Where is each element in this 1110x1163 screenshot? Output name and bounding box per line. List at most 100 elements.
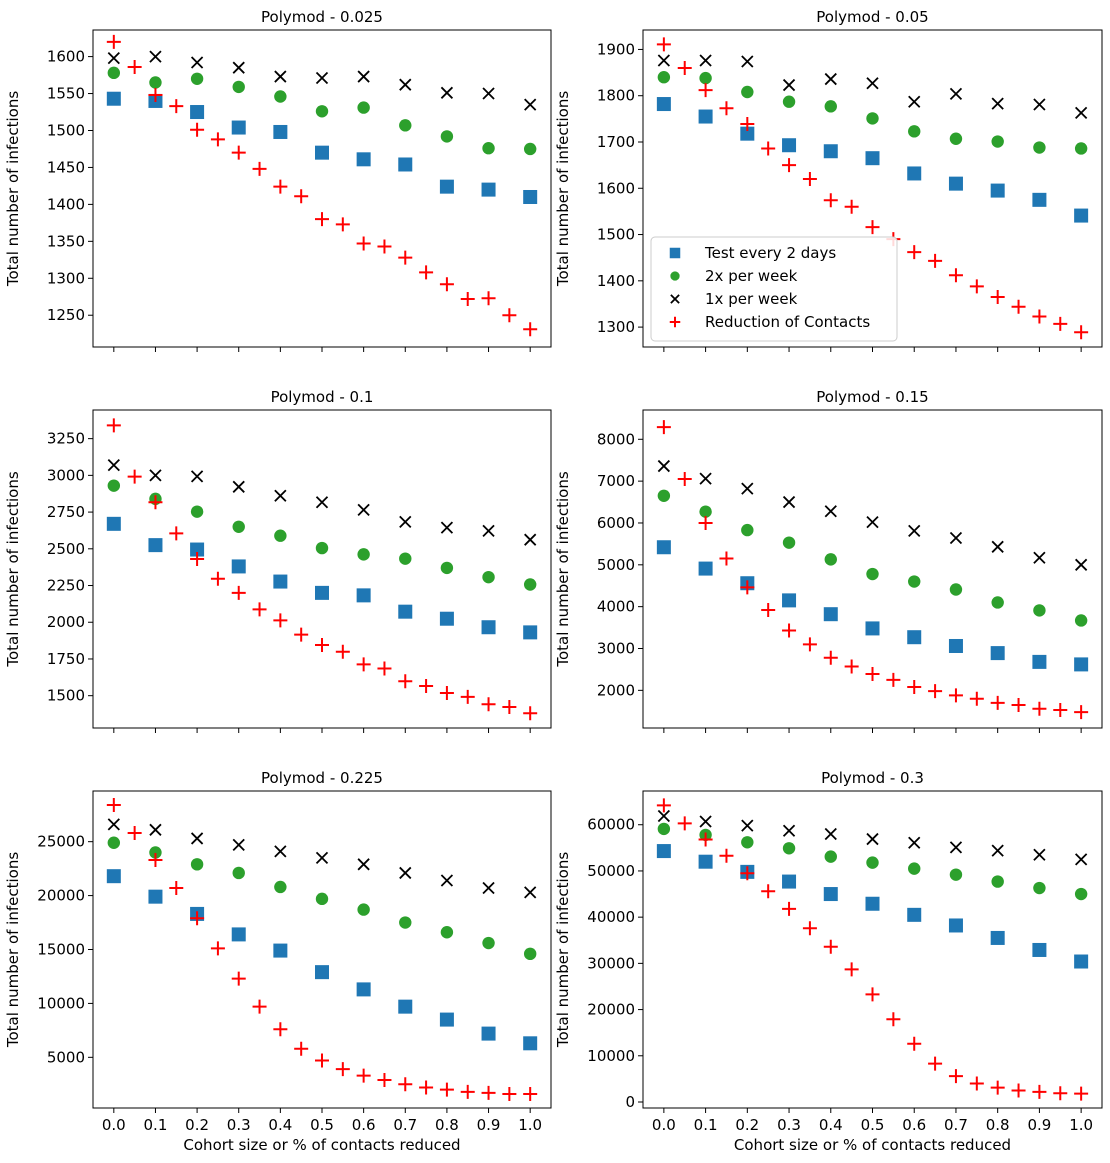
data-point-every2 xyxy=(782,874,797,889)
data-point-reduction xyxy=(127,59,142,74)
data-point-reduction xyxy=(969,279,984,294)
y-tick-label: 2500 xyxy=(47,540,85,558)
data-point-reduction xyxy=(377,239,392,254)
data-point-twice xyxy=(440,561,454,575)
series-twice xyxy=(657,489,1088,627)
data-point-twice xyxy=(440,130,454,143)
data-point-reduction xyxy=(315,212,329,227)
data-point-reduction xyxy=(907,245,922,260)
data-point-once xyxy=(949,531,963,545)
data-point-once xyxy=(399,866,412,880)
y-tick-label: 3000 xyxy=(597,640,635,658)
data-point-reduction xyxy=(844,659,859,674)
data-point-twice xyxy=(699,505,712,518)
data-point-every2 xyxy=(990,646,1005,661)
data-point-every2 xyxy=(523,189,538,204)
series-reduction xyxy=(106,34,538,337)
data-point-reduction xyxy=(273,1022,288,1037)
data-point-every2 xyxy=(481,620,496,635)
data-point-reduction xyxy=(1032,701,1047,716)
x-tick-label: 0.5 xyxy=(861,1116,885,1134)
y-tick-label: 1400 xyxy=(597,272,635,290)
data-point-twice xyxy=(274,529,287,542)
data-point-reduction xyxy=(294,627,309,642)
x-tick-label: 0.3 xyxy=(227,1116,251,1134)
data-point-reduction xyxy=(273,179,288,194)
y-tick-label: 6000 xyxy=(597,514,635,532)
data-point-once xyxy=(524,886,537,899)
data-point-once xyxy=(741,482,754,495)
plot-frame xyxy=(92,29,552,348)
data-point-reduction xyxy=(419,265,434,280)
y-tick-label: 1550 xyxy=(47,85,85,103)
data-point-once xyxy=(949,841,963,854)
data-point-every2 xyxy=(907,907,922,922)
data-point-twice xyxy=(315,541,329,555)
data-point-once xyxy=(440,874,454,887)
data-point-twice xyxy=(824,100,837,113)
data-point-twice xyxy=(824,553,837,566)
data-point-every2 xyxy=(698,109,713,124)
data-point-reduction xyxy=(719,551,734,566)
plot-frame xyxy=(642,409,1103,729)
data-point-reduction xyxy=(1011,299,1026,314)
x-tick-label: 0.4 xyxy=(268,1116,292,1134)
y-axis-title: Total number of infections xyxy=(554,852,572,1049)
data-point-twice xyxy=(866,567,879,581)
data-point-reduction xyxy=(928,253,943,268)
data-point-reduction xyxy=(907,1036,922,1051)
data-point-reduction xyxy=(656,420,671,435)
data-point-once xyxy=(440,521,454,534)
data-point-reduction xyxy=(886,672,901,687)
data-point-every2 xyxy=(1032,942,1047,957)
y-axis-title: Total number of infections xyxy=(4,852,22,1049)
data-point-once xyxy=(149,469,162,482)
data-point-twice xyxy=(699,71,712,85)
data-point-twice xyxy=(232,520,245,533)
data-point-once xyxy=(399,78,412,91)
x-tick-label: 0.4 xyxy=(819,1116,843,1134)
y-tick-label: 7000 xyxy=(597,472,635,490)
data-point-reduction xyxy=(782,901,797,916)
data-point-reduction xyxy=(719,101,734,116)
data-point-every2 xyxy=(865,151,880,166)
y-tick-label: 20000 xyxy=(587,1001,635,1019)
data-point-twice xyxy=(357,903,370,916)
data-point-reduction xyxy=(1074,705,1089,720)
data-point-reduction xyxy=(439,1082,454,1097)
data-point-once xyxy=(782,824,796,837)
panel-4: Polymod - 0.15 2000 3000 4000 5000 6000 7000 80… xyxy=(554,388,1103,733)
data-point-reduction xyxy=(823,650,838,665)
data-point-every2 xyxy=(190,105,205,120)
x-tick-label: 0.1 xyxy=(144,1116,168,1134)
data-point-reduction xyxy=(865,220,880,235)
data-point-every2 xyxy=(782,138,797,153)
panel-title: Polymod - 0.3 xyxy=(821,769,924,787)
data-point-every2 xyxy=(439,1012,454,1027)
data-point-every2 xyxy=(990,183,1005,198)
data-point-reduction xyxy=(928,1056,943,1071)
data-point-reduction xyxy=(740,866,755,881)
data-point-twice xyxy=(782,536,796,549)
data-point-reduction xyxy=(231,585,246,600)
data-point-once xyxy=(190,832,204,845)
data-point-once xyxy=(524,98,537,111)
data-point-once xyxy=(440,86,454,99)
data-point-twice xyxy=(824,850,837,863)
data-point-every2 xyxy=(1032,192,1047,207)
data-point-once xyxy=(482,524,495,538)
panel-title: Polymod - 0.05 xyxy=(816,8,928,26)
data-point-reduction xyxy=(315,638,329,653)
data-point-once xyxy=(866,516,879,529)
data-point-reduction xyxy=(169,526,184,541)
data-point-every2 xyxy=(439,611,454,626)
data-point-reduction xyxy=(802,921,817,936)
data-point-reduction xyxy=(377,661,392,676)
series-once xyxy=(107,458,537,546)
y-tick-label: 2250 xyxy=(47,577,85,595)
data-point-every2 xyxy=(356,588,371,603)
data-point-every2 xyxy=(698,854,713,869)
data-point-once xyxy=(824,505,837,518)
data-point-every2 xyxy=(398,157,413,172)
legend-marker-every2 xyxy=(669,247,681,259)
